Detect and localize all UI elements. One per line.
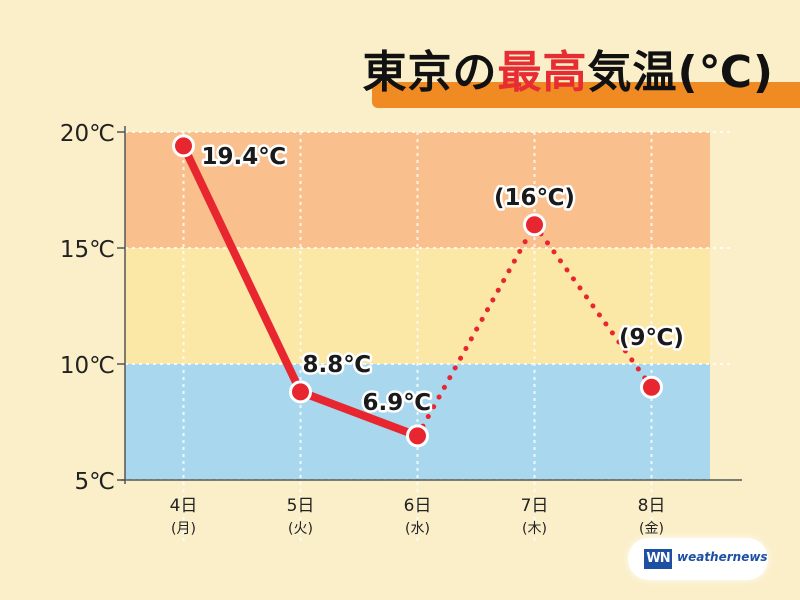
y-tick-label: 20℃ xyxy=(60,121,115,147)
x-tick-weekday: (水) xyxy=(405,521,430,537)
x-tick-day: 4日 xyxy=(170,496,198,516)
data-labels: 19.4℃ 8.8℃ 6.9℃ (16℃) (9℃) xyxy=(199,141,686,418)
x-tick-day: 8日 xyxy=(638,496,666,516)
observed-line-segment xyxy=(296,387,422,440)
x-tick-weekday: (火) xyxy=(288,521,313,537)
temperature-series xyxy=(172,134,663,448)
x-tick-weekday: (月) xyxy=(171,521,196,537)
data-label: (16℃) xyxy=(494,185,575,211)
x-tick-day: 5日 xyxy=(287,496,315,516)
title-highlight: 最高 xyxy=(497,47,588,98)
axes xyxy=(121,126,742,484)
x-tick-weekday: (金) xyxy=(639,521,664,537)
y-tick-label: 10℃ xyxy=(60,353,115,379)
forecast-line-segment xyxy=(532,222,654,390)
data-point xyxy=(406,424,429,448)
title-unit: (℃) xyxy=(677,47,774,98)
x-tick-weekday: (木) xyxy=(522,521,547,537)
x-axis-tick-labels: 4日 (月) 5日 (火) 6日 (水) 7日 (木) 8日 (金) xyxy=(170,496,666,537)
y-tick-label: 15℃ xyxy=(60,237,115,263)
data-point xyxy=(172,134,195,158)
weathernews-logo: WN weathernews xyxy=(628,538,768,580)
data-point xyxy=(289,380,312,404)
logo-text: weathernews xyxy=(677,550,768,564)
data-label: 19.4℃ xyxy=(202,144,287,170)
x-tick-day: 6日 xyxy=(404,496,432,516)
title-part1: 東京の xyxy=(362,47,498,98)
title-accent-bar xyxy=(372,82,800,108)
x-tick-day: 7日 xyxy=(521,496,549,516)
logo-mark: WN xyxy=(644,549,672,569)
y-axis-tick-labels: 5℃ 10℃ 15℃ 20℃ xyxy=(60,121,125,495)
data-label: (9℃) xyxy=(619,325,684,351)
title-part2: 気温 xyxy=(587,47,678,98)
data-point xyxy=(640,375,663,399)
data-label: 8.8℃ xyxy=(303,352,372,378)
y-tick-label: 5℃ xyxy=(75,469,115,495)
data-label: 6.9℃ xyxy=(363,390,432,416)
chart-title: 東京の最高気温(℃) xyxy=(363,36,775,100)
forecast-line-segment xyxy=(415,222,537,439)
data-point xyxy=(523,213,546,237)
observed-line-segment xyxy=(179,141,305,396)
